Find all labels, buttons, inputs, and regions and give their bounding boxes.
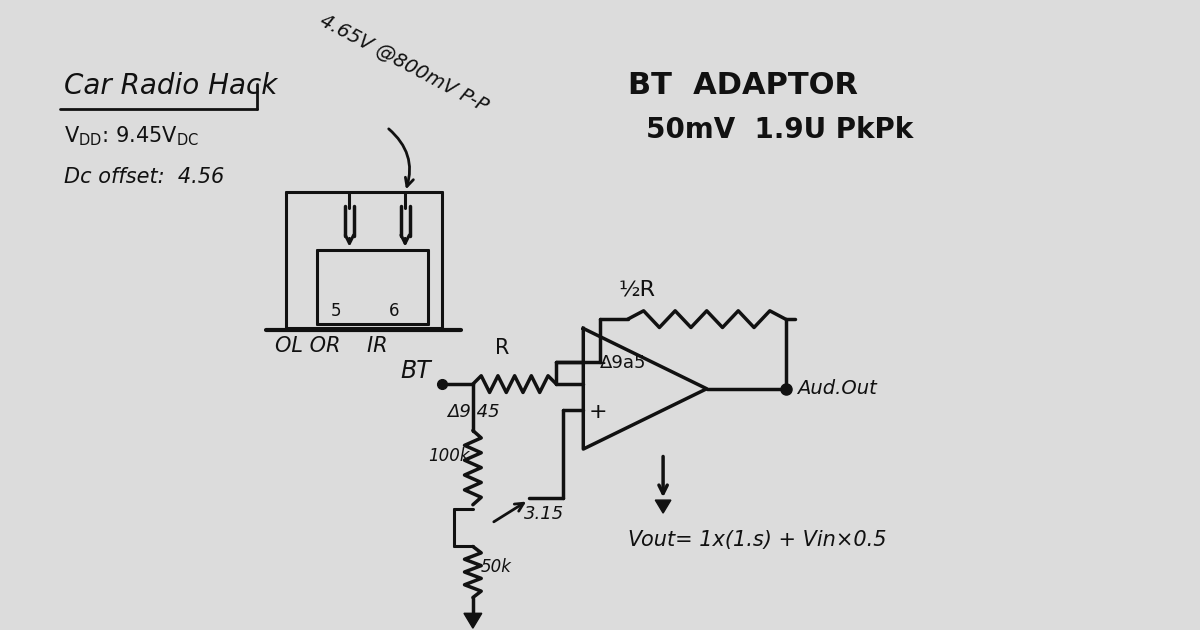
Text: Δ9a5: Δ9a5 <box>600 354 647 372</box>
Text: Aud.Out: Aud.Out <box>797 379 876 398</box>
Text: BT: BT <box>401 358 431 382</box>
Text: R: R <box>496 338 510 358</box>
Polygon shape <box>464 613 481 628</box>
Text: ½R: ½R <box>618 280 655 300</box>
Text: OL OR    IR: OL OR IR <box>275 336 388 355</box>
Text: Vout= 1x(1.s) + Vin×0.5: Vout= 1x(1.s) + Vin×0.5 <box>628 530 887 551</box>
Text: −: − <box>589 353 607 374</box>
Text: 3.15: 3.15 <box>524 505 564 523</box>
Text: V$_{\rm DD}$: 9.45V$_{\rm DC}$: V$_{\rm DD}$: 9.45V$_{\rm DC}$ <box>64 125 199 149</box>
Text: Dc offset:  4.56: Dc offset: 4.56 <box>64 167 224 186</box>
Text: +: + <box>589 402 607 422</box>
Polygon shape <box>655 500 671 513</box>
Text: BT  ADAPTOR: BT ADAPTOR <box>628 71 858 100</box>
Text: Car Radio Hack: Car Radio Hack <box>64 72 277 100</box>
Text: 100k: 100k <box>428 447 470 465</box>
Text: 6: 6 <box>389 302 398 321</box>
Text: Δ9.45: Δ9.45 <box>446 403 499 421</box>
Text: 5: 5 <box>331 302 342 321</box>
Text: 50k: 50k <box>480 558 511 576</box>
Text: 50mV  1.9U PkPk: 50mV 1.9U PkPk <box>647 116 913 144</box>
Text: 4.65V @800mV P-P: 4.65V @800mV P-P <box>317 11 492 116</box>
